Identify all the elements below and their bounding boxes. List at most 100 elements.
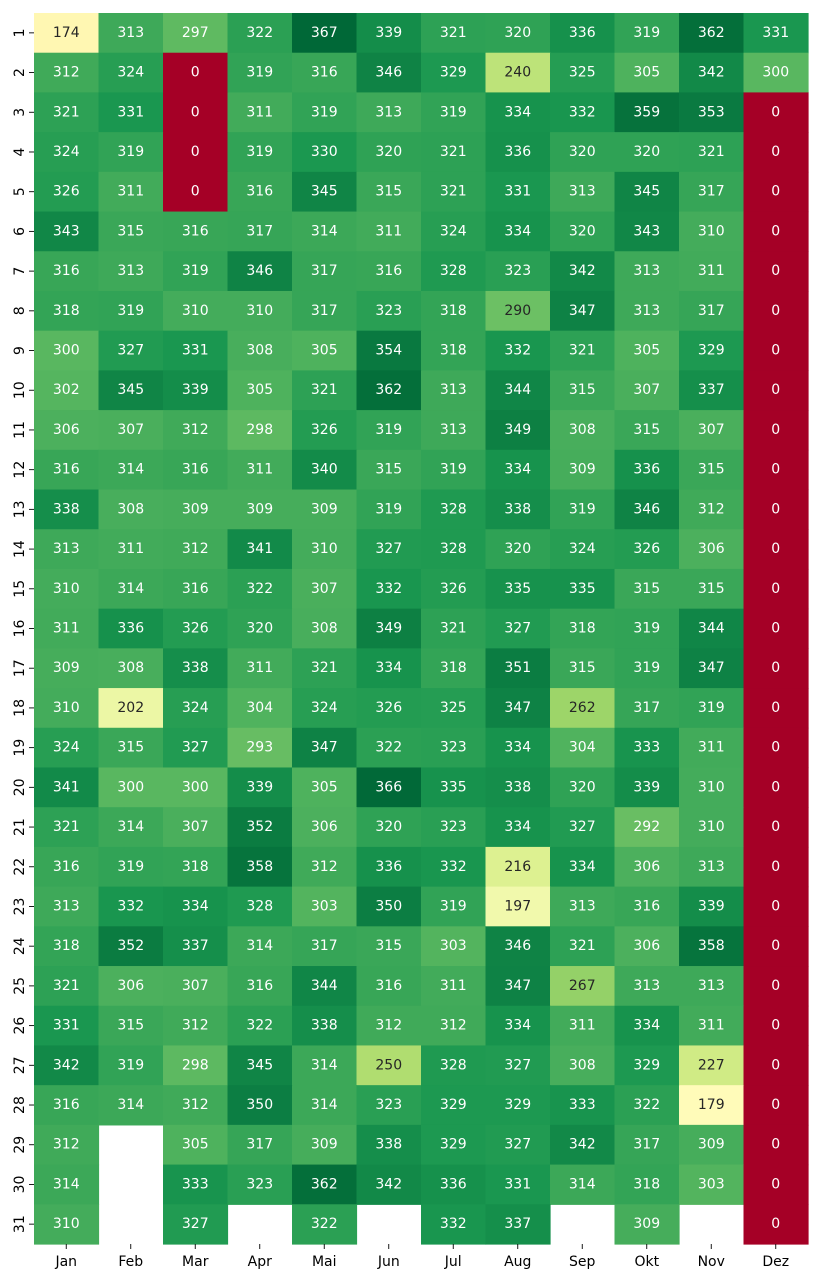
heatmap-cell: [163, 648, 229, 689]
heatmap-cell: [614, 608, 680, 649]
heatmap-cell: [292, 568, 358, 610]
heatmap-cell: [421, 1005, 487, 1047]
heatmap-cell: [34, 13, 100, 54]
heatmap-cell: [227, 648, 293, 689]
heatmap-cell: [356, 1124, 422, 1166]
heatmap-cell: [356, 330, 422, 371]
cell-value-label: 324: [117, 65, 144, 81]
cell-value-label: 327: [504, 1057, 531, 1073]
heatmap-cell: [614, 966, 680, 1007]
heatmap-cell: [163, 886, 229, 927]
cell-value-label: 330: [311, 144, 338, 160]
heatmap-cell: [163, 767, 229, 808]
heatmap-cell: [34, 846, 100, 888]
heatmap-cell: [679, 727, 745, 769]
heatmap-cell: [550, 1124, 616, 1166]
cell-value-label: 324: [569, 541, 596, 557]
cell-value-label: 334: [375, 660, 402, 676]
cell-value-label: 298: [182, 1057, 209, 1073]
heatmap-annotations: 174 313 297 322 367 339 321 320 336 319 362 331 312 3…: [53, 25, 789, 1232]
heatmap-cell: [34, 608, 100, 649]
heatmap-cell: [292, 171, 358, 213]
cell-value-label: 315: [569, 660, 596, 676]
cell-value-label: 290: [504, 303, 531, 319]
heatmap-cells: [34, 13, 809, 1245]
heatmap-cell: [485, 648, 551, 689]
cell-value-label: 310: [698, 779, 725, 795]
cell-value-label: 309: [311, 1137, 338, 1153]
heatmap-cell: [679, 966, 745, 1007]
heatmap-cell: [356, 370, 422, 411]
cell-value-label: 312: [182, 422, 209, 438]
heatmap-cell: [356, 410, 422, 451]
heatmap-cell: [485, 251, 551, 292]
heatmap-cell: [34, 966, 100, 1007]
heatmap-cell: [743, 568, 809, 610]
heatmap-cell: [34, 251, 100, 292]
heatmap-cell: [421, 1164, 487, 1205]
cell-value-label: 308: [117, 501, 144, 517]
cell-value-label: 0: [771, 1097, 780, 1113]
cell-value-label: 314: [311, 1097, 338, 1113]
heatmap-cell: [550, 449, 616, 491]
y-tick-label: 20: [12, 778, 28, 796]
heatmap-cell: [163, 926, 229, 967]
cell-value-label: 0: [771, 343, 780, 359]
cell-value-label: 179: [698, 1097, 725, 1113]
heatmap-cell: [679, 132, 745, 173]
heatmap-cell: [34, 1045, 100, 1086]
cell-value-label: 323: [440, 740, 467, 756]
cell-value-label: 345: [246, 1057, 273, 1073]
heatmap-cell: [550, 410, 616, 451]
heatmap-cell: [227, 171, 293, 213]
cell-value-label: 0: [771, 223, 780, 239]
y-tick-label: 13: [12, 500, 28, 518]
cell-value-label: 321: [53, 978, 80, 994]
cell-value-label: 311: [698, 740, 725, 756]
heatmap-cell: [292, 1204, 358, 1245]
cell-value-label: 343: [53, 223, 80, 239]
cell-value-label: 345: [633, 184, 660, 200]
cell-value-label: 322: [375, 740, 402, 756]
heatmap-cell: [356, 807, 422, 848]
heatmap-cell: [421, 529, 487, 570]
cell-value-label: 366: [375, 779, 402, 795]
y-tick-label: 27: [12, 1056, 28, 1074]
heatmap-cell: [356, 966, 422, 1007]
heatmap-cell: [421, 330, 487, 371]
cell-value-label: 319: [375, 422, 402, 438]
heatmap-cell: [34, 370, 100, 411]
cell-value-label: 319: [117, 144, 144, 160]
heatmap-cell: [421, 846, 487, 888]
heatmap-cell: [550, 608, 616, 649]
heatmap-cell: [227, 92, 293, 133]
cell-value-label: 320: [246, 621, 273, 637]
heatmap-cell: [614, 410, 680, 451]
cell-value-label: 308: [311, 621, 338, 637]
y-tick-label: 7: [12, 267, 28, 276]
x-tick-label: Jan: [54, 1254, 77, 1270]
heatmap-cell: [98, 171, 164, 213]
cell-value-label: 313: [569, 898, 596, 914]
cell-value-label: 321: [440, 621, 467, 637]
heatmap-cell: [356, 52, 422, 94]
heatmap-cell: [550, 489, 616, 530]
cell-value-label: 331: [762, 25, 789, 41]
cell-value-label: 312: [311, 859, 338, 875]
heatmap-cell: [550, 648, 616, 689]
cell-value-label: 318: [440, 660, 467, 676]
heatmap-cell: [679, 1085, 745, 1126]
heatmap-cell: [550, 52, 616, 94]
heatmap-cell: [679, 926, 745, 967]
cell-value-label: 227: [698, 1057, 725, 1073]
cell-value-label: 0: [771, 779, 780, 795]
cell-value-label: 353: [698, 104, 725, 120]
heatmap-cell: [614, 1085, 680, 1126]
cell-value-label: 0: [771, 382, 780, 398]
heatmap-cell: [227, 966, 293, 1007]
y-axis-ticks: 1234567891011121314151617181920212223242…: [12, 28, 34, 1233]
x-tick-label: Okt: [634, 1254, 659, 1270]
cell-value-label: 0: [771, 938, 780, 954]
heatmap-cell: [485, 1045, 551, 1086]
cell-value-label: 332: [117, 898, 144, 914]
